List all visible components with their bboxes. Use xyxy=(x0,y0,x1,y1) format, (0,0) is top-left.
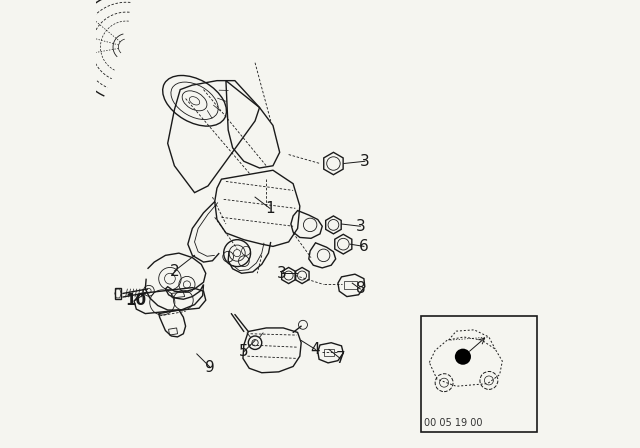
Bar xyxy=(421,316,538,432)
Text: 4: 4 xyxy=(310,342,321,357)
Text: 6: 6 xyxy=(359,239,369,254)
Text: 3: 3 xyxy=(360,154,370,169)
Text: 5: 5 xyxy=(239,344,249,359)
Text: 2: 2 xyxy=(170,263,179,279)
Text: 3: 3 xyxy=(277,266,287,281)
Text: 9: 9 xyxy=(205,360,215,375)
Text: 7: 7 xyxy=(335,351,345,366)
Text: 3: 3 xyxy=(355,219,365,234)
Text: 00 05 19 00: 00 05 19 00 xyxy=(424,418,483,428)
Text: 8: 8 xyxy=(355,281,365,297)
Text: 1: 1 xyxy=(265,201,275,216)
Circle shape xyxy=(455,349,471,365)
Text: 10: 10 xyxy=(125,293,146,308)
